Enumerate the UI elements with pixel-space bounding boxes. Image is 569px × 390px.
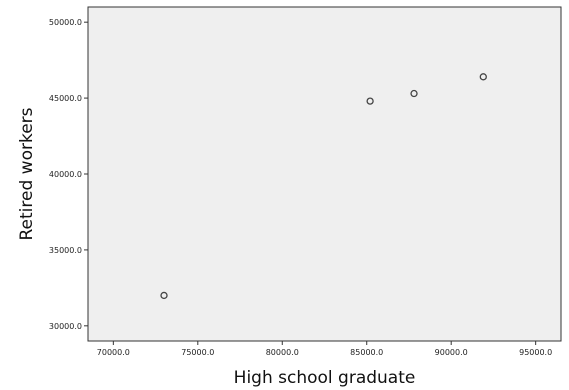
y-axis: 30000.0 35000.0 40000.0 45000.0 50000.0 <box>49 18 88 331</box>
y-tick-label: 30000.0 <box>49 322 82 331</box>
x-tick-label: 95000.0 <box>519 348 552 357</box>
y-axis-title: Retired workers <box>17 107 37 240</box>
y-tick-label: 40000.0 <box>49 170 82 179</box>
x-tick-label: 90000.0 <box>435 348 468 357</box>
x-axis-title: High school graduate <box>234 368 416 388</box>
x-tick-label: 85000.0 <box>350 348 383 357</box>
y-tick-label: 45000.0 <box>49 94 82 103</box>
x-tick-label: 70000.0 <box>97 348 130 357</box>
data-point <box>160 291 168 300</box>
x-tick-label: 75000.0 <box>181 348 214 357</box>
x-tick-label: 80000.0 <box>266 348 299 357</box>
data-points <box>160 73 487 300</box>
plot-area <box>87 6 562 342</box>
data-point <box>366 97 374 105</box>
y-tick-label: 35000.0 <box>49 246 82 255</box>
y-tick-label: 50000.0 <box>49 18 82 27</box>
data-point <box>410 89 418 98</box>
data-point <box>479 73 487 81</box>
x-axis: 70000.0 75000.0 80000.0 85000.0 90000.0 95000… <box>97 341 552 357</box>
